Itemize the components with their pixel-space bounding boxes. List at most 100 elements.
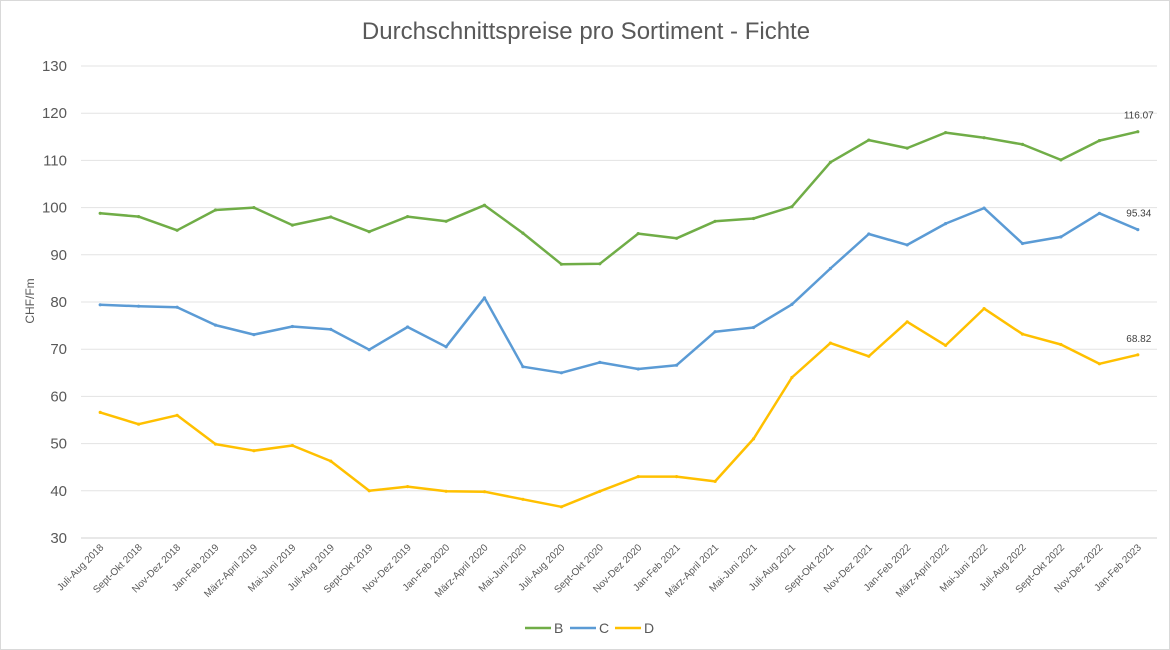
data-point-b [1059,158,1063,162]
data-point-c [713,330,717,334]
data-point-d [1059,342,1063,347]
data-point-c [1097,211,1101,215]
y-tick-label: 110 [43,152,67,169]
data-point-c [1059,235,1063,239]
data-point-d [329,459,333,463]
data-point-c [290,324,294,329]
data-point-d [559,505,564,509]
y-tick-label: 70 [50,341,67,358]
data-point-b [329,215,333,219]
data-point-b [98,211,102,215]
data-point-d [290,443,294,448]
data-point-c [828,266,833,271]
data-point-b [290,223,294,227]
data-point-b [828,160,833,164]
data-point-d [828,341,833,345]
data-point-b [675,236,679,240]
data-point-c [98,303,102,307]
series-line-c [98,206,1140,375]
data-point-c [482,296,487,300]
grid-lines [81,65,1157,539]
data-point-c [598,360,602,364]
data-point-c [636,367,640,371]
data-point-b [1097,139,1101,143]
data-point-d [1097,362,1101,366]
data-point-d [252,449,256,453]
y-tick-label: 50 [50,436,67,453]
y-tick-label: 40 [50,483,67,500]
y-axis-label: CHF/Fm [23,278,37,323]
data-point-b [137,215,141,219]
y-tick-label: 130 [42,58,67,75]
data-point-d [521,497,525,501]
data-point-b [175,228,179,232]
data-point-d [137,422,141,426]
y-axis-ticks: 30 40 50 60 70 80 90 100 110 120 130 [42,58,67,547]
data-point-c [367,348,371,352]
data-label-d: 68.82 [1126,334,1151,345]
y-tick-label: 120 [42,105,67,122]
data-point-d [905,320,909,324]
data-point-b [636,232,640,236]
data-point-c [944,222,948,226]
y-tick-label: 90 [50,247,67,264]
data-point-d [367,489,371,493]
data-point-d [867,354,871,358]
data-point-c [1020,241,1025,246]
data-point-d [713,479,717,483]
data-point-b [598,262,602,266]
y-tick-label: 60 [50,388,67,405]
data-point-d [598,489,602,493]
data-point-c [751,325,756,330]
data-point-c [444,345,448,349]
data-point-d [1136,353,1140,357]
data-point-c [982,206,986,210]
data-point-c [521,365,525,369]
data-point-d [406,485,410,489]
data-point-b [444,219,448,223]
data-point-d [982,307,986,311]
data-point-c [1136,228,1140,232]
data-point-c [790,302,794,306]
data-point-b [213,208,218,212]
data-point-c [867,232,871,236]
data-point-c [213,323,218,327]
data-point-d [213,442,218,446]
data-point-c [252,333,256,337]
series-line-b [98,130,1140,266]
data-point-b [1136,130,1140,134]
data-point-b [982,136,986,140]
legend-label-d: D [644,620,654,636]
data-point-b [867,138,871,142]
data-point-b [406,215,410,219]
legend-label-b: B [554,620,563,636]
data-point-b [559,262,564,266]
data-point-d [944,343,948,347]
data-point-d [790,375,794,380]
data-point-b [521,231,525,235]
data-point-c [329,327,333,331]
data-point-b [482,203,487,207]
data-point-c [675,363,679,367]
series-line-d [98,307,1140,509]
data-point-c [905,243,909,247]
data-point-c [175,305,179,309]
data-point-d [751,437,756,441]
data-point-d [98,410,102,414]
data-labels: 116.07 95.34 68.82 [1124,111,1154,345]
data-point-b [713,219,717,223]
data-point-c [137,304,141,308]
legend: B C D [525,620,654,636]
data-point-d [636,475,640,479]
data-point-b [1020,142,1025,146]
data-point-d [482,490,487,494]
data-point-d [675,475,679,479]
data-point-b [944,131,948,135]
y-tick-label: 30 [50,530,67,547]
data-point-d [444,489,448,493]
data-point-c [559,371,564,375]
data-point-d [175,413,179,417]
